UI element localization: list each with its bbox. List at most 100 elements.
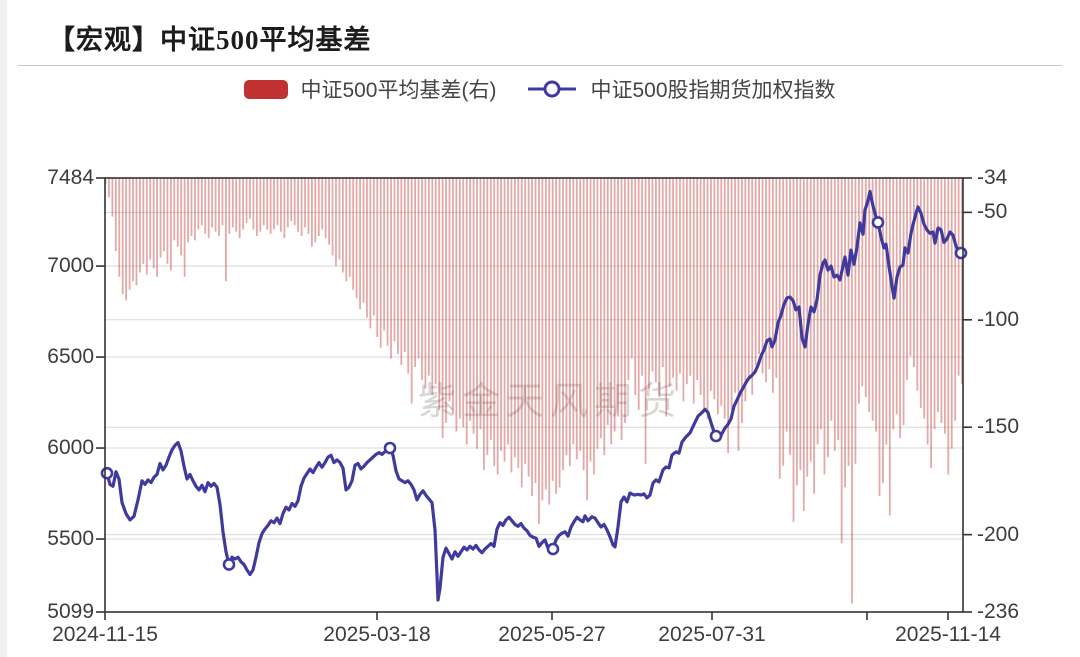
basis-bar	[792, 178, 795, 522]
basis-bar	[458, 178, 461, 419]
basis-bar	[617, 178, 619, 417]
basis-bar	[555, 178, 558, 494]
basis-bar	[238, 178, 241, 239]
basis-bar	[348, 178, 351, 277]
basis-bar	[655, 178, 657, 383]
basis-bar	[448, 178, 451, 402]
basis-bar	[630, 178, 633, 359]
basis-bar	[379, 178, 382, 348]
x-label-2025-11-14: 2025-11-14	[895, 623, 1001, 646]
basis-bar	[661, 178, 664, 368]
basis-bar	[710, 178, 712, 391]
basis-bar	[840, 178, 843, 544]
basis-bar	[462, 178, 465, 428]
basis-bar	[610, 178, 613, 445]
basis-bar	[882, 178, 884, 484]
basis-bar	[400, 178, 403, 365]
y-right-label--100: -100	[977, 307, 1020, 331]
basis-bar	[593, 178, 595, 475]
basis-bar	[926, 178, 929, 445]
basis-bar	[493, 178, 496, 466]
basis-bar	[737, 178, 740, 451]
basis-bar	[837, 178, 840, 441]
basis-bar	[300, 178, 303, 237]
basis-bar	[675, 178, 678, 391]
basis-bar	[565, 178, 568, 456]
legend-item-index[interactable]: 中证500股指期货加权指数	[526, 74, 836, 104]
basis-bar	[878, 178, 881, 496]
basis-bar	[376, 178, 379, 337]
basis-bar	[128, 178, 131, 290]
basis-bar	[586, 178, 588, 501]
basis-bar	[507, 178, 509, 445]
basis-bar	[231, 178, 234, 228]
basis-bar	[720, 178, 723, 406]
basis-bar	[582, 178, 585, 471]
basis-bar	[434, 178, 437, 385]
basis-bar	[696, 178, 699, 380]
basis-bar	[218, 178, 220, 237]
basis-bar	[947, 178, 950, 475]
basis-bar	[541, 178, 544, 501]
basis-bar	[833, 178, 836, 451]
basis-bar	[913, 178, 915, 368]
y-left-label-6000: 6000	[47, 436, 94, 460]
y-right-label--34: -34	[977, 166, 1008, 189]
basis-bar	[548, 178, 551, 505]
basis-bar	[486, 178, 489, 456]
basis-bar	[417, 178, 420, 359]
basis-bar	[187, 178, 189, 243]
legend: 中证500平均基差(右) 中证500股指期货加权指数	[0, 74, 1080, 104]
basis-bar	[142, 178, 145, 264]
basis-bar	[372, 178, 375, 316]
basis-bar	[211, 178, 214, 228]
basis-bar	[149, 178, 152, 260]
basis-bar	[665, 178, 668, 417]
basis-bar	[362, 178, 365, 303]
basis-bar	[906, 178, 908, 380]
x-label-2025-05-27: 2025-05-27	[498, 623, 606, 646]
basis-bar	[156, 178, 158, 277]
basis-bar	[469, 178, 472, 421]
basis-bar	[634, 178, 637, 395]
basis-bar	[513, 178, 516, 458]
basis-bar	[293, 178, 296, 226]
y-left-label-6500: 6500	[47, 345, 94, 369]
basis-bar	[169, 178, 172, 271]
basis-bar	[885, 178, 888, 445]
basis-bar	[723, 178, 726, 419]
basis-bar	[637, 178, 640, 411]
basis-bar	[685, 178, 688, 385]
basis-bar	[266, 178, 269, 230]
y-left-label-7484: 7484	[47, 166, 94, 189]
basis-bar	[875, 178, 877, 432]
basis-bar	[641, 178, 644, 376]
basis-bar	[304, 178, 306, 228]
basis-bar	[758, 178, 760, 355]
basis-bar	[902, 178, 905, 426]
basis-bar	[359, 178, 361, 310]
basis-bar	[871, 178, 874, 421]
basis-bar	[679, 178, 681, 374]
legend-item-basis[interactable]: 中证500平均基差(右)	[244, 74, 496, 104]
y-left-label-7000: 7000	[47, 254, 94, 278]
basis-bar	[314, 178, 317, 243]
y-left-label-5500: 5500	[47, 527, 94, 551]
basis-bar	[386, 178, 389, 346]
basis-bar	[899, 178, 902, 438]
basis-bar	[249, 178, 251, 219]
basis-bar	[531, 178, 533, 496]
basis-bar	[369, 178, 372, 329]
basis-bar	[747, 178, 750, 380]
x-label-2025-07-31: 2025-07-31	[658, 623, 766, 646]
basis-bar	[888, 178, 891, 516]
basis-bar	[789, 178, 791, 456]
window-edge	[0, 0, 7, 657]
basis-bar	[472, 178, 475, 434]
basis-bar	[644, 178, 647, 464]
basis-bar	[579, 178, 582, 451]
line-marker	[871, 216, 885, 229]
basis-bar	[194, 178, 196, 241]
basis-bar	[782, 178, 785, 466]
basis-bar	[503, 178, 506, 462]
